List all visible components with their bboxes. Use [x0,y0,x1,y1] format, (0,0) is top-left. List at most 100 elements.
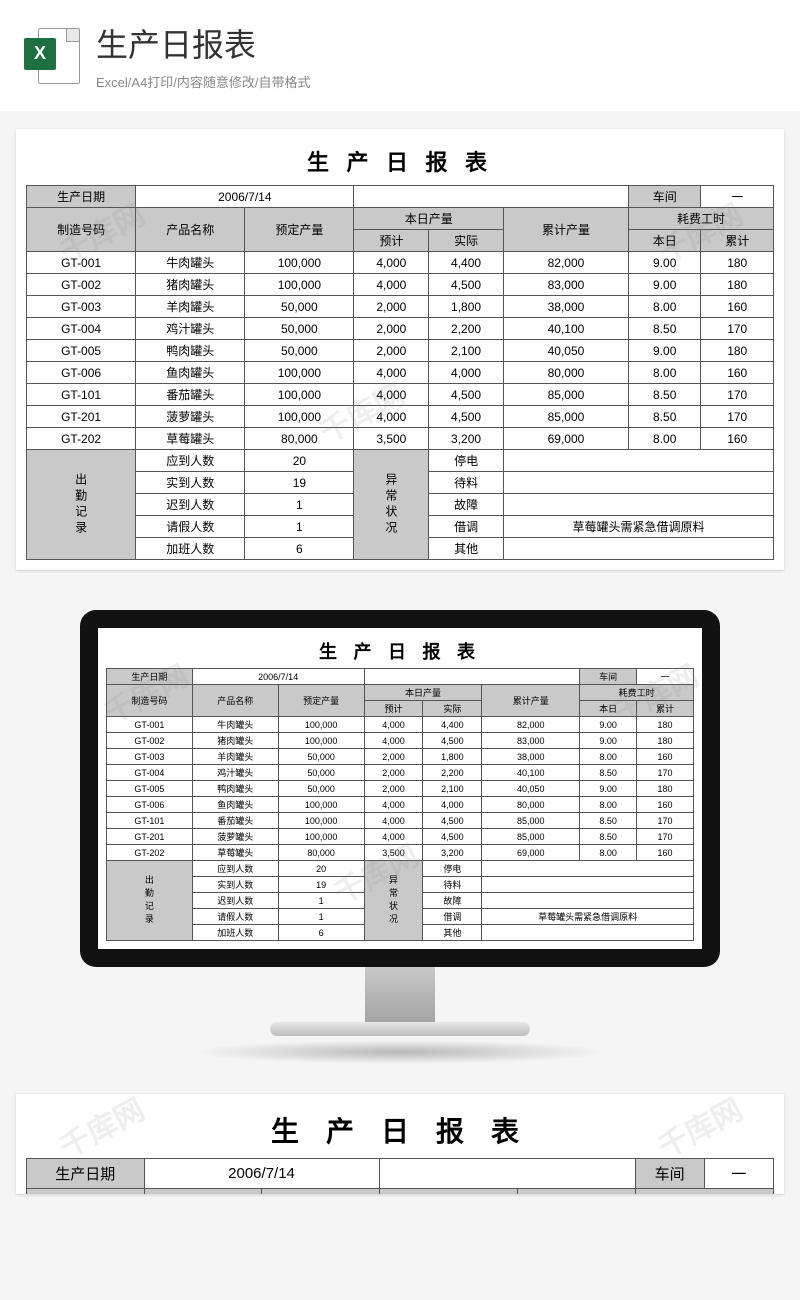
abnormal-val: 草莓罐头需紧急借调原料 [503,516,773,538]
table-row: GT-202草莓罐头80,0003,5003,20069,0008.00160 [27,428,774,450]
abnormal-key: 其他 [429,538,504,560]
cell-today-plan: 4,000 [364,717,423,733]
cell-hours-cum: 180 [701,340,774,362]
col-planned: 预定产量 [262,1189,380,1195]
col-product: 产品名称 [144,1189,262,1195]
table-row: GT-001牛肉罐头100,0004,0004,40082,0009.00180 [107,717,694,733]
cell-cumulative: 40,050 [503,340,628,362]
cell-cumulative: 85,000 [503,384,628,406]
cell-today-plan: 4,000 [354,406,429,428]
cell-cumulative: 69,000 [503,428,628,450]
abnormal-val [482,877,694,893]
cell-hours-today: 8.50 [629,384,701,406]
col-hours-today: 本日 [580,701,637,717]
cell-hours-today: 8.50 [580,829,637,845]
cell-planned: 100,000 [245,362,354,384]
attendance-label: 出勤记录 [27,450,136,560]
cell-mfgno: GT-003 [107,749,193,765]
workshop-value: 一 [637,669,694,685]
abnormal-key: 其他 [423,925,482,941]
col-hours-group: 耗费工时 [580,685,694,701]
table-row: GT-101番茄罐头100,0004,0004,50085,0008.50170 [27,384,774,406]
cell-product: 羊肉罐头 [136,296,245,318]
attendance-key: 应到人数 [136,450,245,472]
cell-planned: 100,000 [278,797,364,813]
cell-today-actual: 2,200 [429,318,504,340]
report-table: 生产日期2006/7/14车间一制造号码产品名称预定产量本日产量累计产量耗费工时… [26,1158,774,1194]
attendance-val: 20 [245,450,354,472]
abnormal-key: 待料 [423,877,482,893]
cell-hours-today: 8.00 [629,362,701,384]
cell-today-actual: 4,500 [423,829,482,845]
cell-cumulative: 82,000 [482,717,580,733]
attendance-val: 1 [245,516,354,538]
cell-hours-cum: 170 [701,406,774,428]
report-table-container: 生产日期2006/7/14车间一制造号码产品名称预定产量本日产量累计产量耗费工时… [26,185,774,560]
attendance-key: 应到人数 [192,861,278,877]
table-row: GT-201菠萝罐头100,0004,0004,50085,0008.50170 [107,829,694,845]
cell-today-actual: 4,400 [423,717,482,733]
abnormal-key: 待料 [429,472,504,494]
col-today-group: 本日产量 [364,685,482,701]
title-block: 生产日报表 Excel/A4打印/内容随意修改/自带格式 [96,20,311,91]
attendance-val: 1 [245,494,354,516]
col-today-group: 本日产量 [354,208,503,230]
cell-today-actual: 2,100 [429,340,504,362]
attendance-key: 实到人数 [136,472,245,494]
col-planned: 预定产量 [278,685,364,717]
abnormal-val [503,494,773,516]
footer-row: 出勤记录应到人数20异常状况停电 [27,450,774,472]
cell-product: 猪肉罐头 [136,274,245,296]
cell-hours-today: 8.00 [580,749,637,765]
abnormal-key: 故障 [423,893,482,909]
cell-today-actual: 4,500 [429,384,504,406]
cell-today-actual: 4,500 [429,274,504,296]
cell-today-plan: 4,000 [364,829,423,845]
cell-hours-today: 8.50 [580,813,637,829]
attendance-key: 加班人数 [192,925,278,941]
col-product: 产品名称 [136,208,245,252]
cell-hours-today: 9.00 [629,252,701,274]
cell-cumulative: 40,100 [482,765,580,781]
cell-planned: 50,000 [245,318,354,340]
date-value: 2006/7/14 [136,186,354,208]
cell-product: 番茄罐头 [192,813,278,829]
cell-planned: 80,000 [245,428,354,450]
cell-planned: 100,000 [245,384,354,406]
workshop-label: 车间 [629,186,701,208]
cell-hours-cum: 170 [701,384,774,406]
table-row: GT-003羊肉罐头50,0002,0001,80038,0008.00160 [107,749,694,765]
cell-cumulative: 85,000 [482,813,580,829]
col-today-group: 本日产量 [379,1189,517,1195]
cell-product: 鱼肉罐头 [192,797,278,813]
col-cumulative: 累计产量 [503,208,628,252]
cell-cumulative: 85,000 [503,406,628,428]
cell-mfgno: GT-004 [107,765,193,781]
abnormal-key: 借调 [423,909,482,925]
cell-mfgno: GT-004 [27,318,136,340]
cell-hours-today: 8.50 [580,765,637,781]
col-hours-cum: 累计 [637,701,694,717]
date-label: 生产日期 [27,186,136,208]
table-row: GT-006鱼肉罐头100,0004,0004,00080,0008.00160 [107,797,694,813]
cell-mfgno: GT-001 [107,717,193,733]
footer-row: 出勤记录应到人数20异常状况停电 [107,861,694,877]
table-row: GT-003羊肉罐头50,0002,0001,80038,0008.00160 [27,296,774,318]
cell-cumulative: 82,000 [503,252,628,274]
cell-hours-cum: 170 [637,765,694,781]
cell-today-actual: 3,200 [429,428,504,450]
cell-hours-today: 8.00 [580,845,637,861]
cell-hours-today: 8.50 [629,318,701,340]
table-row: GT-004鸡汁罐头50,0002,0002,20040,1008.50170 [107,765,694,781]
cell-mfgno: GT-202 [107,845,193,861]
cell-today-actual: 2,100 [423,781,482,797]
cell-product: 菠萝罐头 [192,829,278,845]
cell-today-plan: 2,000 [354,340,429,362]
cell-hours-cum: 160 [701,428,774,450]
col-cumulative: 累计产量 [517,1189,635,1195]
col-hours-group: 耗费工时 [635,1189,774,1195]
cell-cumulative: 83,000 [503,274,628,296]
cell-today-actual: 4,400 [429,252,504,274]
cell-product: 草莓罐头 [136,428,245,450]
report-table: 生产日期2006/7/14车间一制造号码产品名称预定产量本日产量累计产量耗费工时… [106,668,694,941]
